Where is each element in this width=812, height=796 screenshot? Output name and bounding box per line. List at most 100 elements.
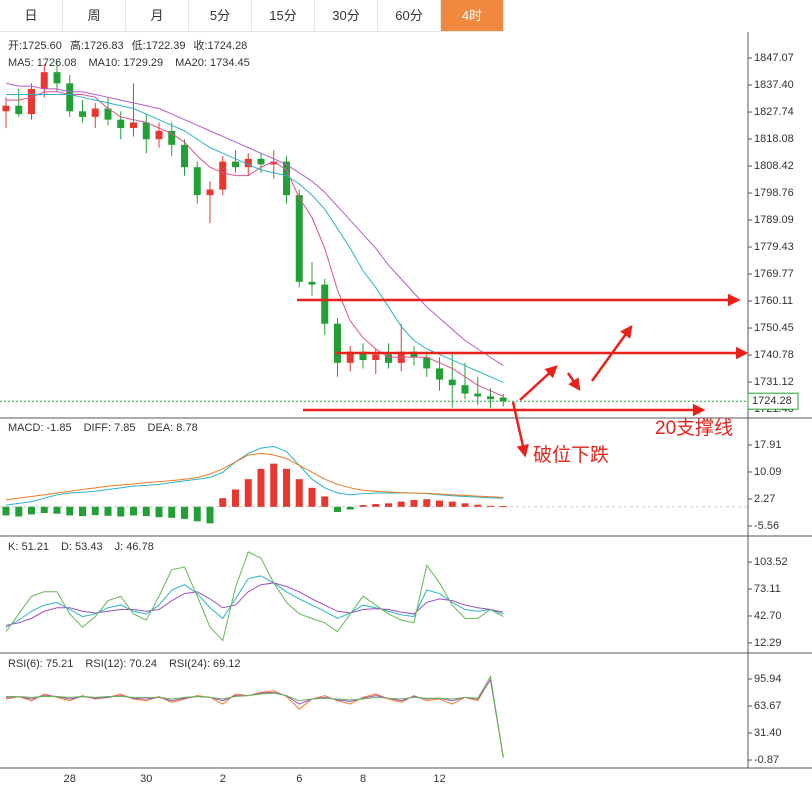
macd-bar [91,506,99,516]
macd-bar [117,506,125,517]
candle-body [219,161,227,190]
candle-body [232,161,239,168]
macd-bar [410,499,418,507]
candle-body [385,354,392,363]
y-tick-label: 1837.40 [754,79,794,91]
tab[interactable]: 15分 [252,0,315,32]
macd-bar [66,506,74,516]
y-tick-label: 73.11 [754,583,781,595]
candle-body [53,72,61,84]
candle-body [66,83,74,112]
indicator-line [5,575,504,628]
y-tick-label: 1818.08 [754,133,794,145]
legend-item: DEA: 8.78 [148,422,198,434]
macd-bar [359,505,367,507]
macd-bar [270,463,278,507]
legend-item: K: 51.21 [8,541,49,553]
candle-body [15,105,23,115]
macd-bar [28,506,35,515]
candle-body [2,105,10,112]
indicator-line [5,452,504,501]
candle-body [270,161,278,165]
candle-body [487,396,494,400]
legend-item: RSI(24): 69.12 [169,658,241,670]
macd-bar [448,501,456,507]
macd-bar [206,506,214,524]
legend-item: MACD: -1.85 [8,422,72,434]
macd-bar [193,506,201,522]
candle-body [334,323,341,363]
tab[interactable]: 周 [63,0,126,32]
macd-bar [2,506,10,516]
arrow [511,401,529,458]
indicator-line [5,677,504,758]
x-tick-label: 6 [296,773,302,785]
candle-body [461,385,469,394]
tab[interactable]: 5分 [189,0,252,32]
x-tick-label: 2 [220,773,226,785]
macd-bar [487,505,494,507]
candle-body [28,88,35,115]
macd-bar [40,506,48,514]
legend-item: DIFF: 7.85 [84,422,136,434]
macd-bar [474,504,482,507]
indicator-line [6,674,504,758]
tab[interactable]: 30分 [315,0,378,32]
y-tick-label: 1760.11 [754,295,793,307]
x-tick-label: 12 [433,773,445,785]
legend-item: MA5: 1726.08 [8,57,77,69]
ohlc-label: 收:1724.28 [193,38,247,52]
candle-body [346,351,354,363]
macd-bar [15,506,23,517]
macd-bar [244,479,252,507]
indicator-line [6,91,504,397]
legend-item: MA20: 1734.45 [175,57,250,69]
x-tick-label: 30 [140,773,152,785]
macd-bar [423,499,431,507]
macd-bar [321,496,329,507]
macd-bar [155,506,163,518]
candle-body [79,111,86,117]
macd-bar [436,500,443,507]
candle-body [257,158,265,165]
candle-body [91,108,99,117]
y-tick-label: -5.56 [754,520,779,532]
arrow [519,365,558,401]
candle-body [436,368,443,380]
last-price-label: 1724.28 [752,395,792,407]
candle-body [244,158,252,168]
macd-bar [397,501,405,507]
candle-body [295,195,303,282]
candle-body [130,122,137,129]
arrow [590,324,633,382]
macd-bar [499,506,507,508]
tab[interactable]: 月 [126,0,189,32]
macd-bar [295,479,303,507]
macd-bar [53,506,61,514]
candle-body [499,397,507,402]
tab[interactable]: 4时 [441,0,504,32]
candle-body [142,122,150,140]
ohlc-label: 高:1726.83 [70,38,124,52]
macd-bar [181,506,188,519]
plot: 1847.07 1837.40 1827.74 1818.08 1808.42 1798.… [0,38,799,785]
y-tick-label: 2.27 [754,493,775,505]
candle-body [206,189,214,196]
macd-bar [283,468,290,507]
indicator-line [6,94,504,383]
tab[interactable]: 日 [0,0,63,32]
macd-bar [385,503,392,507]
macd-bar [79,506,86,517]
y-tick-label: 12.29 [754,637,782,649]
x-tick-label: 8 [360,773,366,785]
candle-body [40,72,48,89]
macd-bar [334,506,341,512]
candle-body [423,357,431,369]
candle-body [117,119,125,129]
legend-item: MA10: 1729.29 [89,57,164,69]
macd-bar [372,504,380,507]
annotation: 破位下跌 [533,444,609,466]
tab[interactable]: 60分 [378,0,441,32]
macd-bar [168,506,176,518]
candle-body [448,379,456,386]
